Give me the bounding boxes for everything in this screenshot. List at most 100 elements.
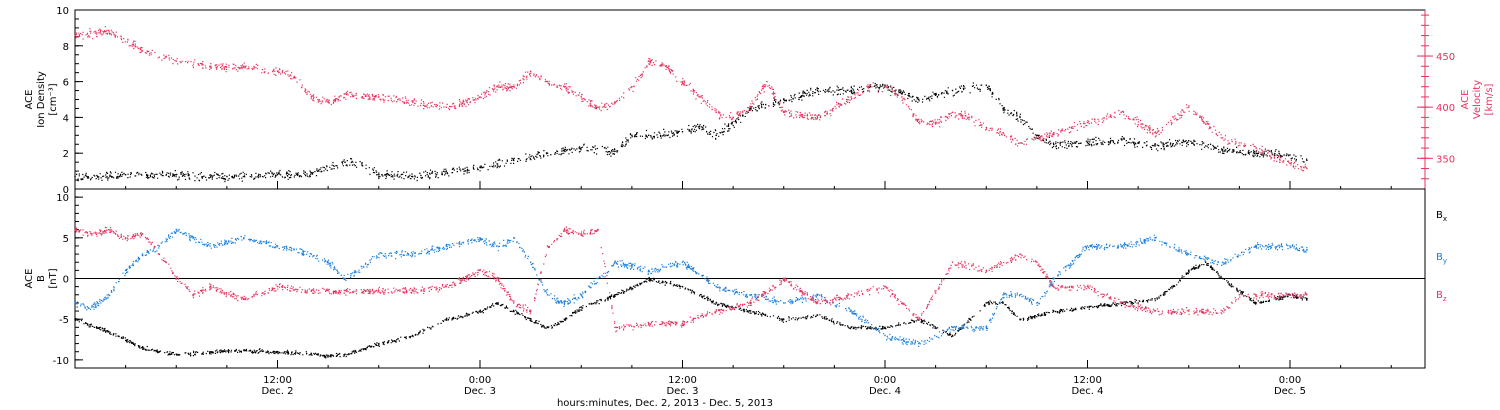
velocity-series-point [850, 96, 852, 98]
x-tick-date: Dec. 4 [1071, 386, 1103, 397]
legend-by: By [1436, 252, 1447, 265]
bz-series-point [74, 229, 76, 231]
density-series-point [749, 107, 751, 110]
velocity-series-point [664, 65, 667, 67]
b-tick-label: -5 [59, 315, 69, 326]
by-series-point [783, 302, 785, 304]
bx-series-point [563, 318, 566, 320]
x-tick-time: 12:00 [1073, 375, 1102, 386]
by-series-point [715, 285, 717, 288]
velocity-series-point [293, 75, 296, 78]
density-series-point [1289, 154, 1291, 156]
b-tick-label: 10 [56, 193, 69, 204]
legend-bz: Bz [1436, 290, 1447, 303]
by-series-point [310, 253, 312, 255]
x-tick-time: 0:00 [469, 375, 491, 386]
velocity-series-point [1086, 121, 1089, 124]
bx-series-point [951, 334, 954, 337]
density-series-point [816, 89, 819, 92]
velocity-series-point [918, 121, 920, 124]
bx-series-point [1171, 285, 1173, 288]
density-tick-label: 8 [63, 42, 69, 53]
x-tick-date: Dec. 4 [869, 386, 901, 397]
velocity-series-point [1036, 137, 1038, 139]
by-series-point [985, 326, 987, 328]
density-series-point [715, 134, 717, 136]
bz-series-point [1120, 302, 1122, 304]
bz-series-point [91, 233, 93, 235]
density-series-point [226, 175, 228, 178]
density-series-point [884, 84, 886, 86]
x-tick-date: Dec. 3 [666, 386, 698, 397]
velocity-series-point [445, 106, 447, 108]
density-series-point [985, 84, 987, 86]
bz-series-point [1036, 261, 1038, 263]
velocity-axis-title: ACEVelocity[km/s] [1460, 80, 1495, 119]
density-series-point [1019, 116, 1021, 119]
bx-series-scatter [75, 263, 1308, 359]
bz-series-point [1255, 294, 1257, 296]
bz-series-point [209, 285, 211, 288]
by-series-point [108, 294, 110, 296]
density-series-scatter [76, 82, 1308, 183]
x-tick-time: 12:00 [668, 375, 697, 386]
bx-series-point [580, 306, 582, 308]
density-tick-label: 6 [63, 78, 69, 89]
velocity-series-point [1019, 142, 1021, 144]
velocity-series-point [1221, 137, 1224, 139]
b-tick-label: -10 [53, 356, 69, 367]
bx-series-point [310, 352, 312, 355]
density-series-point [1002, 107, 1004, 110]
bz-series-point [951, 261, 954, 263]
b-tick-label: 5 [63, 234, 69, 245]
bx-series-point [1204, 261, 1207, 263]
by-series [74, 228, 1308, 347]
bx-series-point [1255, 302, 1257, 304]
by-series-point [479, 237, 481, 239]
velocity-series-point [1306, 167, 1308, 170]
x-tick-time: 12:00 [263, 375, 292, 386]
by-series-point [327, 261, 329, 263]
bx-series-point [378, 342, 380, 345]
velocity-series-point [749, 106, 751, 108]
velocity-series-point [1120, 111, 1122, 113]
by-series-point [1289, 245, 1291, 247]
density-series-point [648, 134, 650, 136]
by-series-point [276, 245, 279, 247]
bz-series-point [124, 237, 127, 239]
velocity-series-point [985, 126, 987, 129]
bz-series-point [1238, 294, 1241, 296]
density-tick-label: 4 [63, 113, 69, 124]
velocity-series-point [108, 29, 110, 32]
velocity-series-point [141, 50, 144, 52]
x-tick-time: 0:00 [1279, 375, 1301, 386]
velocity-series-point [175, 60, 177, 62]
velocity-series-point [698, 96, 701, 98]
bx-series-point [209, 351, 211, 353]
density-series-point [1221, 148, 1224, 151]
velocity-series-point [496, 86, 498, 88]
by-series-point [378, 253, 380, 255]
by-series-point [209, 245, 211, 247]
velocity-series-point [1002, 132, 1004, 134]
velocity-series-point [951, 111, 954, 113]
bz-series-point [108, 229, 110, 231]
bx-series-point [445, 318, 447, 320]
velocity-series-point [513, 86, 515, 88]
velocity-series-point [816, 116, 819, 119]
bx-series-point [496, 302, 498, 304]
by-series-point [141, 253, 144, 255]
density-series-point [614, 150, 616, 153]
velocity-series-point [243, 65, 245, 67]
bz-series-point [715, 310, 717, 312]
velocity-tick-label: 350 [1436, 154, 1455, 165]
bx-series-point [648, 277, 650, 280]
bz-series-point [614, 326, 616, 328]
by-series-point [1120, 245, 1122, 247]
velocity-series-point [310, 96, 312, 98]
bz-series-point [546, 245, 549, 247]
by-series-point [1086, 245, 1089, 247]
density-series-point [580, 147, 582, 149]
